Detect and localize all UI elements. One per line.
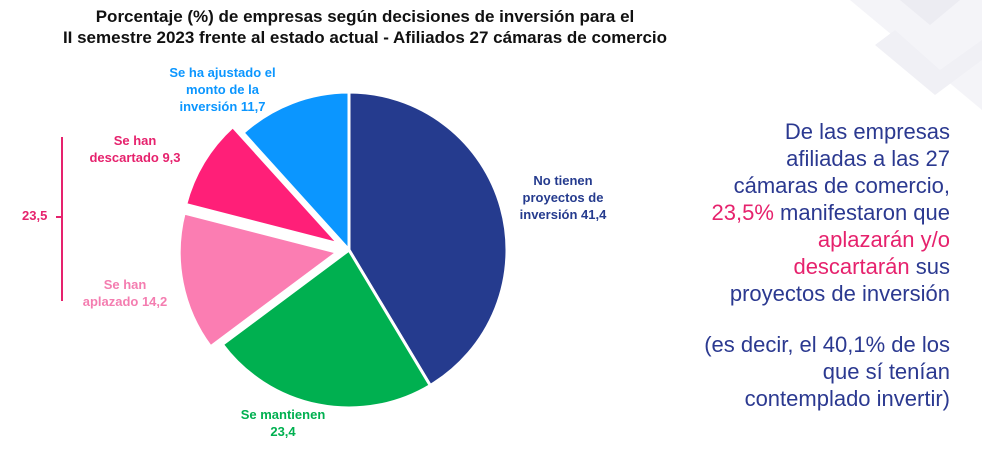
summary-text-part: proyectos de inversión (729, 281, 950, 306)
pie-label-4-line-1: Se han (113, 133, 157, 148)
summary-text-part: sus (909, 254, 950, 279)
summary-text: De las empresas afiliadas a las 27 cámaras… (630, 118, 950, 412)
pie-label-1: No tienen proyectos de inversión 41,4 (498, 172, 628, 223)
pie-label-3-line-2: aplazado 14,2 (82, 294, 168, 309)
pie-label-2-line-2: 23,4 (270, 424, 296, 439)
summary-gap (630, 307, 950, 331)
pie-label-1-line-3: inversión 41,4 (519, 207, 607, 222)
summary-text-part: (es decir, el 40,1% de los (704, 332, 950, 357)
bracket-line (61, 137, 63, 301)
summary-highlight: 23,5% (711, 200, 774, 225)
summary-text-part: contemplado invertir) (744, 386, 950, 411)
summary-line-10: que sí tenían (630, 358, 950, 385)
pie-label-4: Se han descartado 9,3 (70, 132, 200, 166)
pie-label-5-line-3: inversión 11,7 (179, 99, 266, 114)
summary-line-7: proyectos de inversión (630, 280, 950, 307)
pie-label-1-line-2: proyectos de (522, 190, 604, 205)
summary-text-part: De las empresas (784, 119, 950, 144)
pie-slice-5 (240, 90, 351, 254)
chart-title: Porcentaje (%) de empresas según decisio… (0, 6, 730, 48)
pie-slice-3 (177, 211, 341, 349)
summary-highlight: aplazarán y/o (817, 227, 950, 252)
summary-text-part: afiliadas a las 27 (786, 146, 950, 171)
pie-label-5: Se ha ajustado el monto de la inversión 11… (150, 64, 295, 115)
pie-label-2-line-1: Se mantienen (240, 407, 326, 422)
pie-label-5-line-1: Se ha ajustado el (169, 65, 276, 80)
pie-slice-2 (220, 247, 433, 410)
pie-label-3-line-1: Se han (103, 277, 147, 292)
summary-highlight: descartarán (793, 254, 910, 279)
pie-label-2: Se mantienen 23,4 (218, 406, 348, 440)
summary-line-6: descartarán sus (630, 253, 950, 280)
summary-text-part: cámaras de comercio, (733, 173, 950, 198)
summary-line-4: 23,5% manifestaron que (630, 199, 951, 226)
chart-title-line-2: II semestre 2023 frente al estado actual… (62, 28, 668, 47)
pie-label-3: Se han aplazado 14,2 (60, 276, 190, 310)
summary-line-5: aplazarán y/o (630, 226, 950, 253)
summary-line-3: cámaras de comercio, (630, 172, 950, 199)
pie-label-4-line-2: descartado 9,3 (89, 150, 181, 165)
summary-text-part: manifestaron que (773, 200, 950, 225)
pie-slice-1 (347, 90, 509, 388)
summary-line-9: (es decir, el 40,1% de los (630, 331, 950, 358)
summary-text-part: que sí tenían (822, 359, 950, 384)
summary-line-11: contemplado invertir) (630, 385, 950, 412)
bracket-value: 23,5 (22, 208, 64, 223)
summary-line-1: De las empresas (630, 118, 950, 145)
chart-title-line-1: Porcentaje (%) de empresas según decisio… (95, 7, 635, 26)
pie-label-1-line-1: No tienen (533, 173, 593, 188)
summary-line-2: afiliadas a las 27 (630, 145, 950, 172)
pie-label-5-line-2: monto de la (186, 82, 259, 97)
pie-slice-4 (183, 124, 344, 247)
